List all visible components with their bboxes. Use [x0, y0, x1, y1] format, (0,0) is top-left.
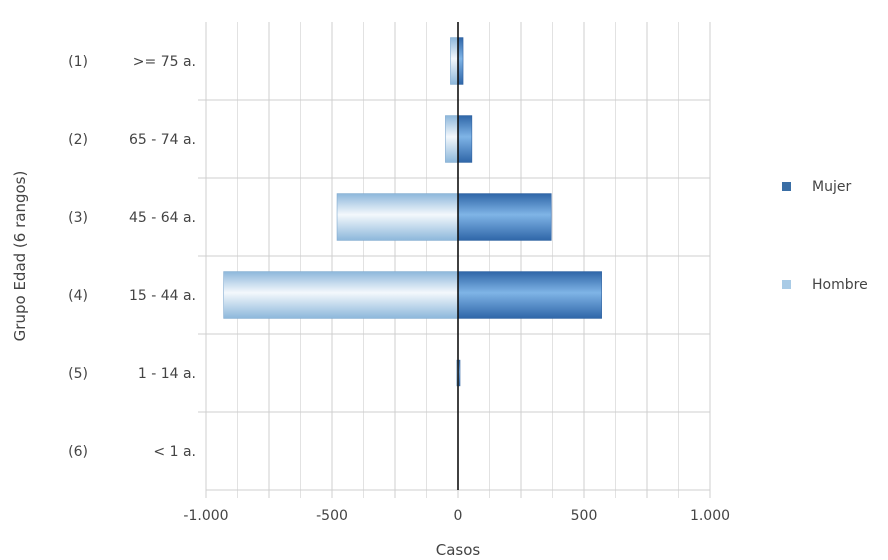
x-tick-label: 1.000: [690, 508, 730, 524]
bar-mujer-2: [457, 115, 473, 163]
x-axis-title: Casos: [436, 541, 481, 559]
category-label: 15 - 44 a.: [129, 288, 196, 304]
axes: -1.000 -500 0 500 1.000 (1) >= 75 a. (2) 65 - 74…: [11, 22, 730, 559]
category-index-label: (5): [68, 366, 88, 382]
bar-mujer-3: [457, 193, 552, 241]
y-axis-title: Grupo Edad (6 rangos): [11, 171, 29, 342]
category-label: < 1 a.: [153, 444, 196, 460]
x-tick-label: -1.000: [183, 508, 228, 524]
bars: [223, 37, 602, 387]
category-index-label: (4): [68, 288, 88, 304]
category-label: 45 - 64 a.: [129, 210, 196, 226]
x-tick-label: -500: [316, 508, 348, 524]
category-label: 1 - 14 a.: [138, 366, 196, 382]
legend-swatch-hombre: [782, 280, 791, 289]
category-index-label: (2): [68, 132, 88, 148]
bar-hombre-3: [336, 193, 459, 241]
legend-label-hombre: Hombre: [812, 277, 868, 293]
category-index-label: (6): [68, 444, 88, 460]
legend-label-mujer: Mujer: [812, 179, 851, 195]
bar-hombre-1: [450, 37, 459, 85]
x-tick-label: 0: [454, 508, 463, 524]
legend-swatch-mujer: [782, 182, 791, 191]
x-tick-label: 500: [571, 508, 598, 524]
category-label: >= 75 a.: [133, 54, 196, 70]
grid: [198, 22, 711, 498]
category-label: 65 - 74 a.: [129, 132, 196, 148]
legend: Mujer Hombre: [782, 179, 868, 293]
bar-hombre-4: [223, 271, 459, 319]
bar-mujer-4: [457, 271, 602, 319]
bar-hombre-2: [445, 115, 459, 163]
category-index-label: (1): [68, 54, 88, 70]
category-index-label: (3): [68, 210, 88, 226]
